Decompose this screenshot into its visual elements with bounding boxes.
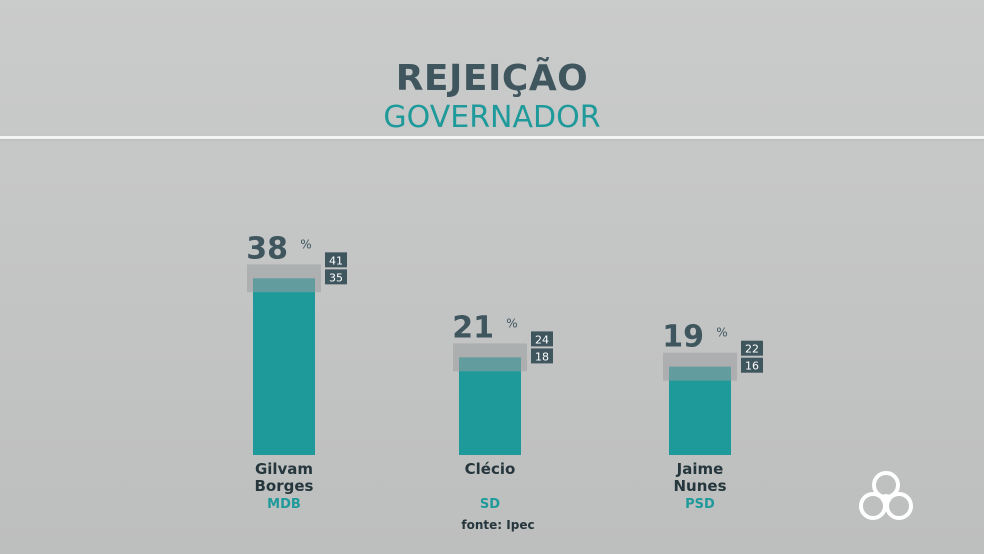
lower-bound-box bbox=[531, 348, 553, 364]
margin-band bbox=[453, 343, 527, 372]
party-label: SD bbox=[479, 497, 501, 512]
margin-band bbox=[663, 352, 737, 381]
category-label-line: Jaime bbox=[676, 460, 724, 478]
category-label: Gilvam Borges bbox=[214, 461, 354, 495]
lower-bound-label: 16 bbox=[745, 360, 759, 373]
data-label: 38 bbox=[246, 231, 288, 266]
lower-bound-label: 18 bbox=[535, 350, 549, 363]
data-label: 19 bbox=[662, 320, 704, 355]
unit-label: % bbox=[300, 237, 311, 251]
lower-bound-box bbox=[325, 269, 347, 285]
lower-bound-label: 35 bbox=[329, 271, 343, 284]
lower-bound-box bbox=[741, 357, 763, 373]
margin-band bbox=[247, 264, 321, 293]
category-label-line: Clécio bbox=[464, 460, 516, 478]
data-label: 21 bbox=[452, 310, 494, 345]
bar bbox=[253, 278, 315, 455]
page-subtitle: GOVERNADOR bbox=[383, 100, 601, 135]
page-title: REJEIÇÃO bbox=[395, 58, 589, 99]
network-logo-icon bbox=[859, 471, 913, 520]
party-label: PSD bbox=[685, 497, 715, 512]
divider bbox=[0, 136, 984, 139]
upper-bound-box bbox=[325, 252, 347, 268]
bar bbox=[459, 357, 521, 455]
upper-bound-box bbox=[531, 331, 553, 347]
category-label: Clécio bbox=[420, 461, 560, 478]
source-note: fonte: Ipec bbox=[461, 518, 535, 532]
header: REJEIÇÃO GOVERNADOR bbox=[0, 0, 984, 137]
upper-bound-label: 24 bbox=[535, 333, 549, 346]
upper-bound-box bbox=[741, 340, 763, 356]
unit-label: % bbox=[716, 326, 727, 340]
category-label-line: Borges bbox=[254, 477, 314, 495]
upper-bound-label: 22 bbox=[745, 343, 759, 356]
bar bbox=[669, 366, 731, 455]
category-label: Jaime Nunes bbox=[630, 461, 770, 495]
unit-label: % bbox=[506, 316, 517, 330]
upper-bound-label: 41 bbox=[329, 254, 343, 267]
category-label-line: Gilvam bbox=[254, 460, 314, 478]
category-label-line: Nunes bbox=[673, 477, 727, 495]
party-label: MDB bbox=[267, 497, 301, 512]
